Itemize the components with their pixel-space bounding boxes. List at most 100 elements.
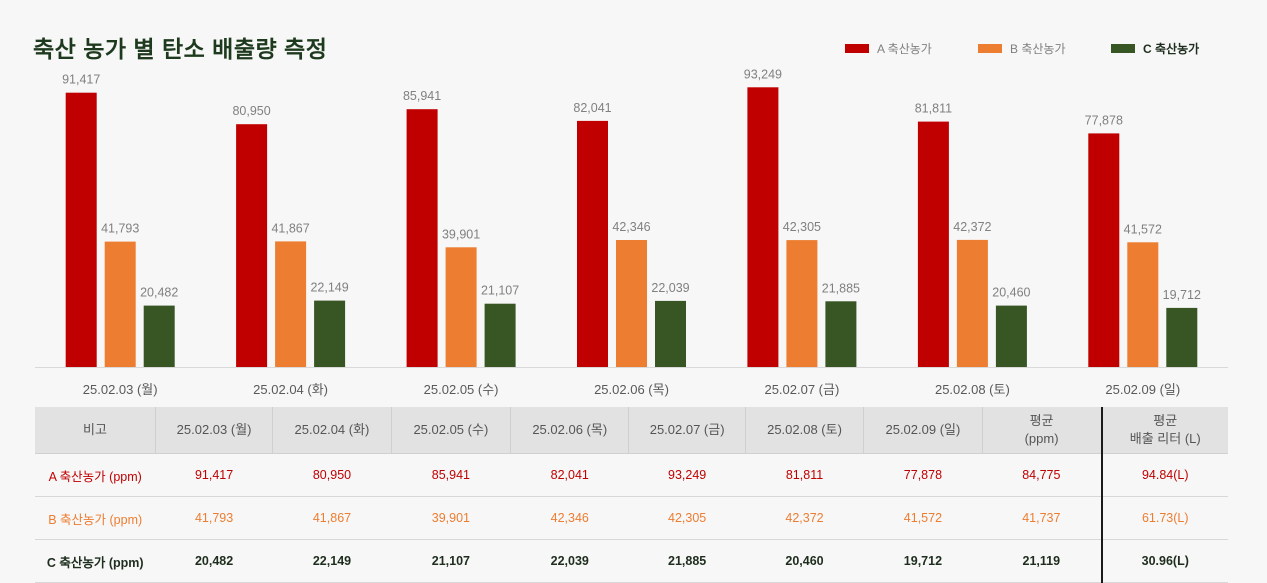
legend-item-b: B 축산농가 <box>978 40 1111 57</box>
data-label-a: 85,941 <box>403 89 441 103</box>
legend-swatch-b <box>978 44 1002 53</box>
bar-chart: 91,417 41,793 20,482 25.02.03 (월) 80,950 41,8… <box>35 67 1228 397</box>
table-cell: 39,901 <box>391 496 511 540</box>
legend-label-c: C 축산농가 <box>1143 42 1200 56</box>
x-tick-label: 25.02.07 (금) <box>764 382 839 397</box>
data-table: 비고 25.02.03 (월) 25.02.04 (화) 25.02.05 (수… <box>35 407 1228 583</box>
bar-b <box>104 241 136 367</box>
bar-c <box>655 300 686 367</box>
bar-b <box>786 240 818 367</box>
x-tick-label: 25.02.03 (월) <box>83 382 158 397</box>
header-cell: 25.02.04 (화) <box>272 407 392 454</box>
table-cell-average: 84,775 <box>982 453 1102 497</box>
header-cell: 25.02.05 (수) <box>391 407 512 454</box>
table-cell: 42,346 <box>510 496 629 540</box>
legend-label-a: A 축산농가 <box>877 42 932 56</box>
data-label-a: 77,878 <box>1085 113 1123 127</box>
table-cell: 91,417 <box>155 453 273 497</box>
table-cell: 41,867 <box>272 496 392 540</box>
x-tick-label: 25.02.04 (화) <box>253 382 328 397</box>
row-label: A 축산농가 (ppm) <box>35 453 156 497</box>
data-label-c: 21,107 <box>481 284 519 298</box>
header-cell: 25.02.07 (금) <box>628 407 746 454</box>
data-label-a: 80,950 <box>232 104 270 118</box>
legend-item-c: C 축산농가 <box>1111 40 1244 57</box>
bar-b <box>275 241 307 367</box>
table-cell: 19,712 <box>863 539 983 583</box>
data-label-c: 20,482 <box>140 286 178 300</box>
table-header-row: 비고 25.02.03 (월) 25.02.04 (화) 25.02.05 (수… <box>35 407 1228 454</box>
data-label-b: 42,372 <box>953 220 991 234</box>
bar-a <box>1088 133 1120 367</box>
table-row-b: B 축산농가 (ppm) 41,793 41,867 39,901 42,346… <box>35 496 1228 540</box>
bar-c <box>143 305 175 367</box>
data-label-c: 22,149 <box>310 281 348 295</box>
bar-c <box>1166 307 1198 367</box>
data-label-c: 21,885 <box>822 281 860 295</box>
table-cell: 80,950 <box>272 453 392 497</box>
legend-item-a: A 축산농가 <box>845 40 978 57</box>
table-cell-liter: 30.96(L) <box>1100 539 1228 583</box>
table-cell: 77,878 <box>863 453 983 497</box>
data-label-c: 19,712 <box>1163 288 1201 302</box>
liter-header-line2: 배출 리터 (L) <box>1129 431 1201 446</box>
data-label-b: 41,572 <box>1124 222 1162 236</box>
bar-b <box>1127 242 1159 367</box>
table-cell: 41,793 <box>155 496 273 540</box>
header-cell: 25.02.08 (토) <box>745 407 865 454</box>
data-label-a: 81,811 <box>915 102 952 116</box>
header-cell: 비고 <box>35 407 156 454</box>
table-cell: 41,572 <box>863 496 983 540</box>
data-label-b: 42,346 <box>612 220 650 234</box>
x-tick-label: 25.02.06 (목) <box>594 382 669 397</box>
avg-header-line1: 평균 <box>1029 413 1054 429</box>
table-cell: 22,039 <box>510 539 629 583</box>
table-cell: 82,041 <box>510 453 629 497</box>
bar-c <box>314 300 346 367</box>
table-cell: 21,885 <box>628 539 746 583</box>
liter-header-line1: 평균 <box>1153 413 1178 429</box>
table-cell-liter: 94.84(L) <box>1100 453 1228 497</box>
table-cell: 81,811 <box>745 453 864 497</box>
data-label-a: 82,041 <box>573 101 611 115</box>
data-label-b: 39,901 <box>442 227 480 241</box>
bar-c <box>825 301 857 367</box>
row-label: B 축산농가 (ppm) <box>35 496 156 540</box>
header-cell-average: 평균 (ppm) <box>982 407 1103 454</box>
x-tick-label: 25.02.09 (일) <box>1105 382 1180 397</box>
header-cell: 25.02.03 (월) <box>155 407 274 454</box>
bar-c <box>484 303 516 367</box>
data-label-b: 41,867 <box>271 221 309 235</box>
table-cell: 21,107 <box>391 539 511 583</box>
data-label-a: 93,249 <box>744 67 782 81</box>
bar-a <box>577 120 608 368</box>
chart-title: 축산 농가 별 탄소 배출량 측정 <box>33 36 328 62</box>
data-label-a: 91,417 <box>62 73 100 87</box>
data-label-c: 22,039 <box>651 281 689 295</box>
table-cell: 20,482 <box>155 539 273 583</box>
bar-b <box>445 247 477 367</box>
x-tick-label: 25.02.05 (수) <box>424 382 499 397</box>
table-cell-average: 21,119 <box>982 539 1102 583</box>
bar-b <box>956 239 988 367</box>
bar-a <box>236 124 268 367</box>
bar-a <box>747 87 779 368</box>
avg-header-line2: (ppm) <box>1024 431 1059 446</box>
data-label-b: 42,305 <box>783 220 821 234</box>
table-cell-average: 41,737 <box>982 496 1102 540</box>
bar-a <box>917 121 949 367</box>
table-cell: 42,372 <box>745 496 864 540</box>
bar-b <box>616 240 647 367</box>
x-tick-label: 25.02.08 (토) <box>935 382 1010 397</box>
legend-swatch-c <box>1111 44 1135 53</box>
data-label-b: 41,793 <box>101 222 139 236</box>
table-row-a: A 축산농가 (ppm) 91,417 80,950 85,941 82,041… <box>35 453 1228 497</box>
legend-swatch-a <box>845 44 869 53</box>
table-cell: 85,941 <box>391 453 511 497</box>
chart-legend: A 축산농가 B 축산농가 C 축산농가 <box>845 40 1244 57</box>
table-row-c: C 축산농가 (ppm) 20,482 22,149 21,107 22,039… <box>35 539 1228 583</box>
row-label: C 축산농가 (ppm) <box>35 539 156 583</box>
header-cell: 25.02.06 (목) <box>510 407 630 454</box>
header-cell: 25.02.09 (일) <box>863 407 983 454</box>
legend-label-b: B 축산농가 <box>1010 42 1066 56</box>
